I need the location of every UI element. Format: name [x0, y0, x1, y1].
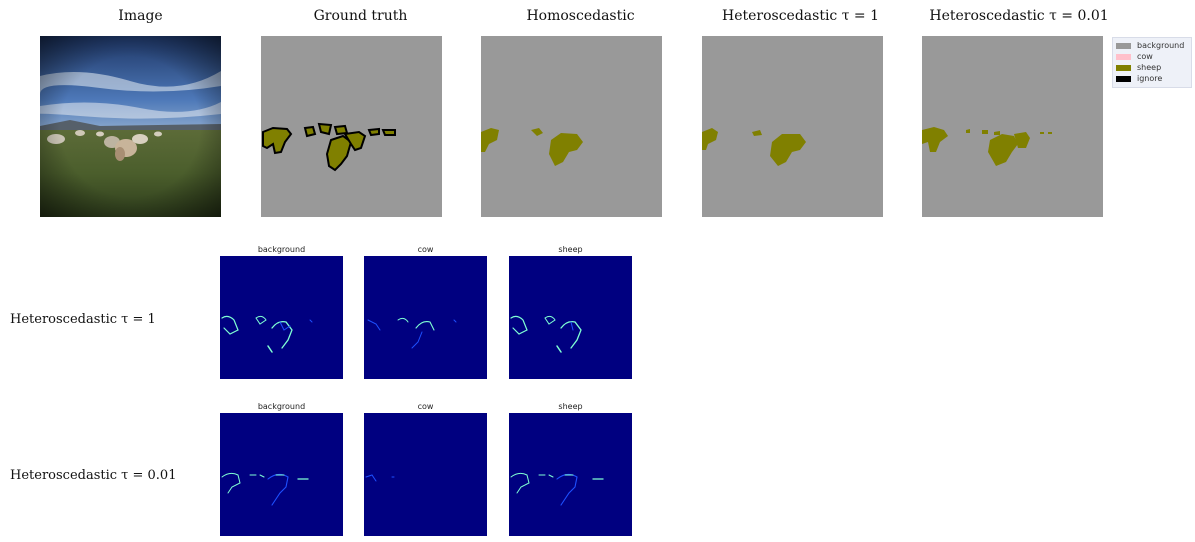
uncertainty-map-r1-cow: [364, 256, 487, 379]
legend-swatch-ignore: [1116, 75, 1131, 82]
hetero-tau-1-prediction: [702, 36, 883, 217]
legend-entry-background: background: [1116, 40, 1188, 51]
legend-swatch-cow: [1116, 53, 1131, 60]
legend-swatch-background: [1116, 42, 1131, 49]
column-title-image: Image: [118, 8, 163, 24]
map-title-r2-background: background: [257, 402, 306, 411]
uncertainty-map-r2-background: [220, 413, 343, 536]
legend-entry-sheep: sheep: [1116, 62, 1188, 73]
map-title-r1-sheep: sheep: [558, 245, 583, 254]
column-title-ground-truth: Ground truth: [313, 8, 408, 24]
uncertainty-map-r2-cow: [364, 413, 487, 536]
class-legend: background cow sheep ignore: [1112, 37, 1192, 88]
row-label-hetero-tau-1: Heteroscedastic τ = 1: [10, 312, 156, 327]
column-title-homoscedastic: Homoscedastic: [526, 8, 635, 24]
map-title-r1-background: background: [257, 245, 306, 254]
column-title-hetero-tau-1: Heteroscedastic τ = 1: [721, 8, 879, 24]
legend-swatch-sheep: [1116, 64, 1131, 71]
legend-entry-ignore: ignore: [1116, 73, 1188, 84]
legend-label-sheep: sheep: [1137, 63, 1162, 72]
uncertainty-map-r2-sheep: [509, 413, 632, 536]
legend-label-background: background: [1137, 41, 1185, 50]
column-title-hetero-tau-001: Heteroscedastic τ = 0.01: [929, 8, 1109, 24]
legend-label-ignore: ignore: [1137, 74, 1163, 83]
row-label-hetero-tau-001: Heteroscedastic τ = 0.01: [10, 468, 177, 483]
map-title-r2-cow: cow: [417, 402, 434, 411]
hetero-tau-001-prediction: [922, 36, 1103, 217]
legend-label-cow: cow: [1137, 52, 1153, 61]
ground-truth-mask: [261, 36, 442, 217]
homoscedastic-prediction: [481, 36, 662, 217]
map-title-r2-sheep: sheep: [558, 402, 583, 411]
map-title-r1-cow: cow: [417, 245, 434, 254]
input-photo: [40, 36, 221, 217]
uncertainty-map-r1-background: [220, 256, 343, 379]
uncertainty-map-r1-sheep: [509, 256, 632, 379]
legend-entry-cow: cow: [1116, 51, 1188, 62]
